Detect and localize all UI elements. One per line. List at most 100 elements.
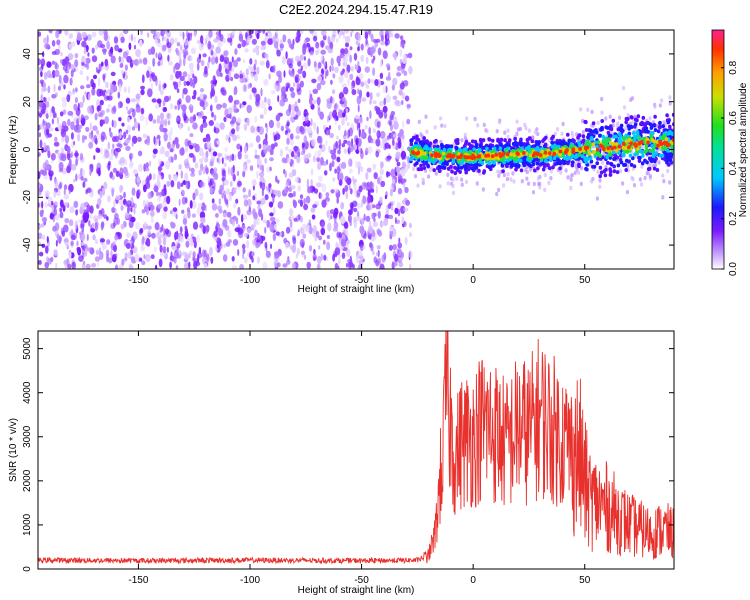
noise-blob (376, 252, 378, 256)
noise-blob (259, 126, 264, 135)
signal-core (572, 150, 576, 154)
noise-blob (244, 257, 248, 264)
noise-blob (121, 205, 124, 210)
noise-blob (398, 141, 402, 149)
noise-blob (370, 244, 373, 252)
noise-blob (170, 222, 175, 228)
noise-blob (110, 47, 113, 54)
noise-blob (327, 222, 331, 231)
noise-blob (261, 198, 266, 205)
signal-core (665, 161, 669, 165)
noise-blob (268, 183, 271, 188)
noise-blob (219, 239, 222, 247)
noise-blob (127, 117, 130, 123)
signal-core (608, 134, 612, 138)
noise-blob (264, 158, 267, 164)
noise-blob (126, 98, 131, 104)
signal-core (442, 152, 446, 156)
signal-core (438, 165, 442, 169)
noise-blob (120, 186, 123, 191)
noise-blob (313, 122, 316, 130)
noise-blob (249, 34, 252, 38)
colorbar: 0.00.20.40.60.8 (712, 30, 739, 276)
noise-blob (347, 122, 350, 126)
signal-core (536, 162, 540, 166)
noise-blob (159, 150, 164, 154)
noise-blob (365, 125, 368, 130)
noise-blob (237, 249, 239, 256)
noise-blob (367, 78, 370, 84)
noise-blob (264, 53, 268, 57)
noise-blob (256, 33, 259, 40)
noise-blob (359, 73, 364, 79)
noise-blob (244, 233, 249, 237)
noise-blob (47, 45, 51, 49)
noise-blob (163, 30, 165, 34)
noise-blob (360, 82, 364, 87)
noise-blob (386, 86, 388, 93)
noise-blob (285, 181, 287, 187)
noise-blob (380, 73, 383, 79)
signal-core (551, 145, 555, 149)
noise-blob (119, 84, 122, 93)
noise-blob (222, 219, 227, 228)
noise-blob (211, 50, 214, 55)
signal-halo (527, 182, 530, 186)
noise-blob (170, 148, 174, 152)
noise-blob (190, 200, 193, 209)
noise-blob (303, 204, 308, 210)
noise-blob (239, 78, 245, 83)
noise-blob (121, 259, 124, 266)
noise-blob (227, 212, 232, 218)
noise-blob (272, 195, 274, 204)
noise-blob (63, 75, 68, 84)
signal-halo (580, 182, 583, 186)
signal-core (582, 134, 586, 138)
noise-blob (185, 163, 190, 169)
noise-blob (197, 57, 201, 63)
noise-blob (110, 132, 113, 138)
noise-blob (217, 140, 221, 145)
noise-blob (70, 241, 74, 247)
noise-blob (254, 230, 258, 237)
noise-blob (271, 90, 276, 94)
noise-blob (371, 236, 374, 242)
snr-line (38, 299, 674, 563)
noise-blob (371, 59, 374, 64)
signal-core (584, 167, 588, 171)
noise-blob (239, 34, 243, 42)
noise-blob (218, 41, 223, 47)
noise-blob (82, 135, 85, 143)
signal-core (650, 126, 654, 130)
noise-blob (230, 181, 233, 187)
noise-blob (386, 95, 391, 103)
noise-blob (401, 252, 404, 259)
noise-blob (405, 238, 408, 243)
signal-halo (624, 126, 627, 130)
noise-blob (102, 66, 106, 71)
signal-core (645, 127, 649, 131)
noise-blob (375, 138, 380, 146)
noise-blob (308, 46, 311, 53)
noise-blob (333, 73, 336, 78)
noise-blob (383, 50, 388, 59)
signal-halo (570, 178, 573, 182)
noise-blob (177, 243, 180, 248)
noise-blob (84, 48, 87, 55)
noise-blob (393, 134, 398, 139)
noise-blob (184, 254, 189, 260)
noise-blob (352, 264, 355, 268)
noise-blob (371, 34, 374, 43)
noise-blob (286, 109, 291, 116)
signal-core (549, 158, 553, 162)
noise-blob (213, 38, 218, 42)
noise-blob (340, 216, 346, 224)
signal-core (638, 141, 642, 145)
noise-blob (59, 208, 62, 213)
noise-blob (222, 103, 227, 109)
noise-blob (125, 64, 128, 70)
signal-core (536, 166, 540, 170)
noise-blob (389, 245, 393, 251)
signal-core (548, 151, 552, 155)
noise-blob (84, 64, 88, 68)
